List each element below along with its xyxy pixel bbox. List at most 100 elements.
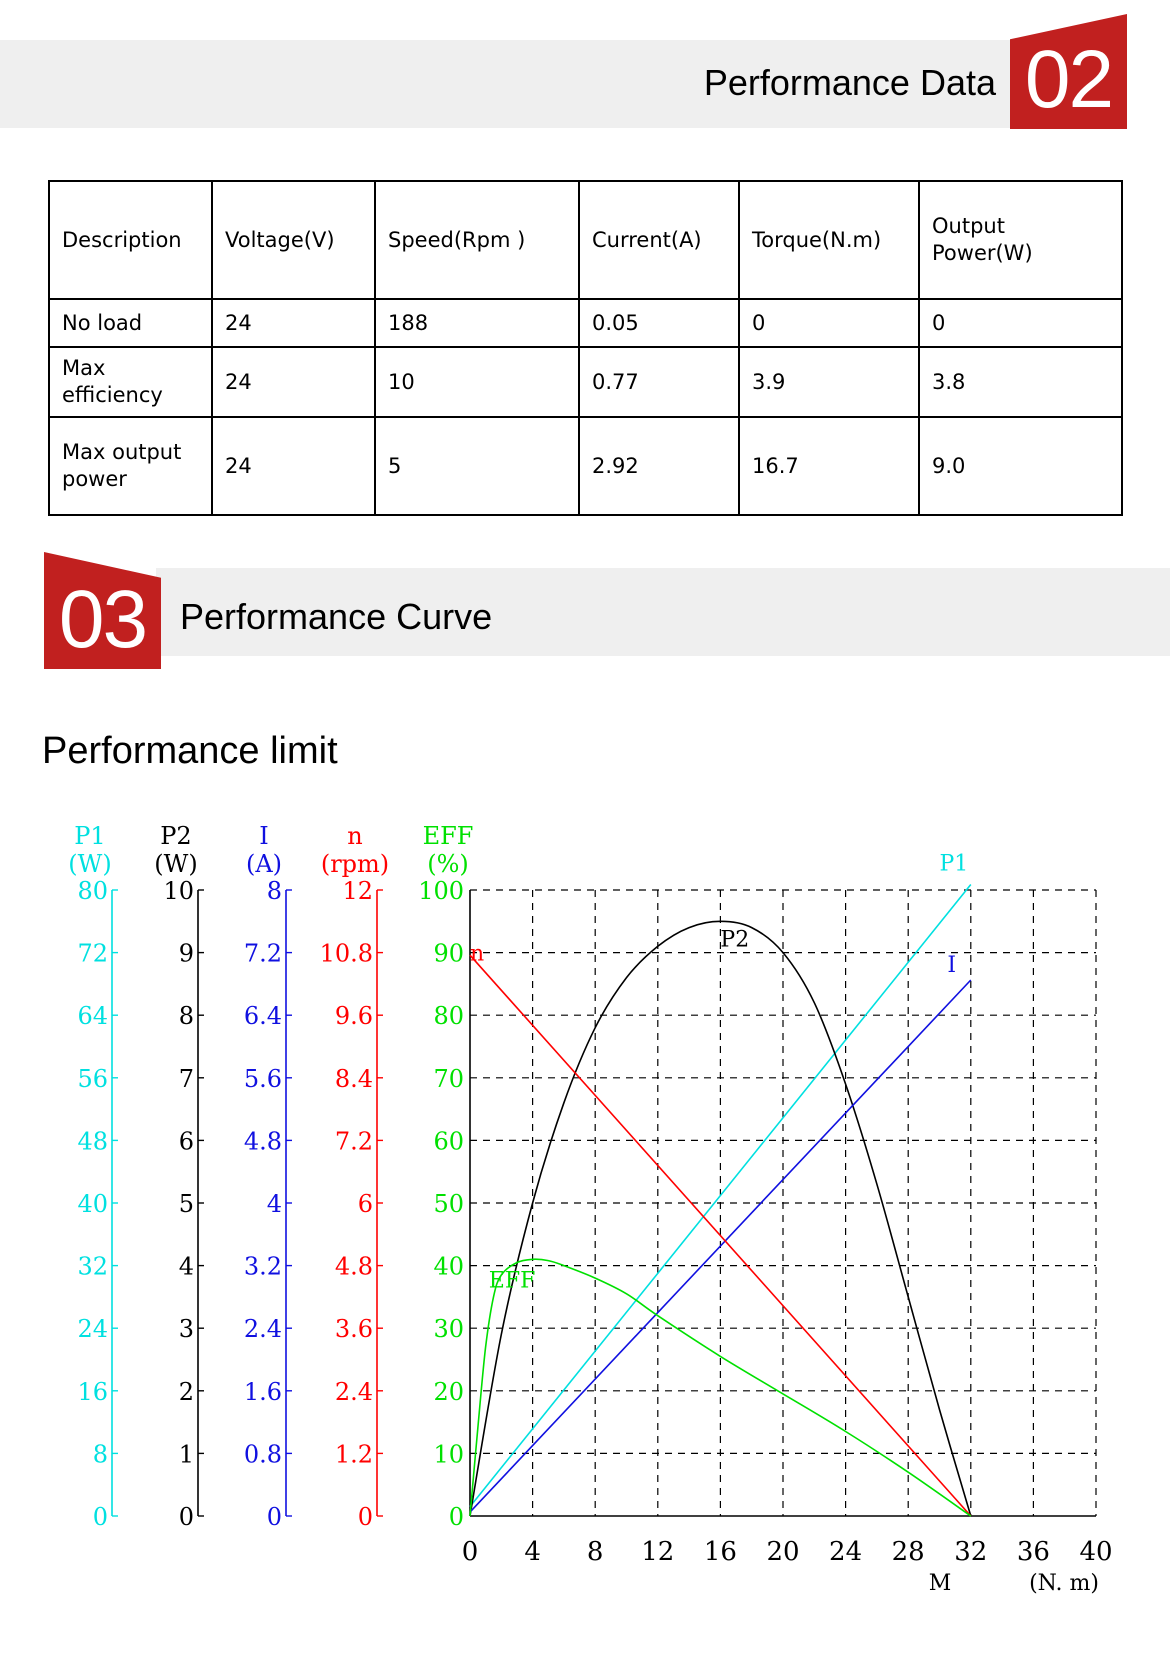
table-cell: 24 [211, 346, 376, 418]
axis-tick-label: 6 [358, 1190, 373, 1218]
x-tick-label: 32 [954, 1537, 987, 1567]
table-header-cell: Voltage(V) [211, 180, 376, 300]
axis-tick-label: 6.4 [244, 1002, 282, 1030]
axis-tick-label: 48 [77, 1127, 108, 1155]
table-row: Max efficiency 24 10 0.77 3.9 3.8 [48, 346, 1123, 418]
table-header-cell: Output Power(W) [918, 180, 1123, 300]
axis-tick-label: 80 [77, 877, 108, 905]
table-cell: 9.0 [918, 416, 1123, 516]
x-tick-label: 16 [704, 1537, 737, 1567]
axis-tick-label: 24 [77, 1315, 108, 1343]
axis-name: P1 [74, 822, 105, 850]
axis-tick-label: 8 [267, 877, 282, 905]
y-axis-p2: 0 1 2 3 4 5 6 7 8 9 10 P2(W) [154, 822, 204, 1531]
series-label-p1: P1 [940, 851, 969, 876]
section-header-band [156, 568, 1170, 656]
chart-x-axis: 0 4 8 12 16 20 24 28 32 36 40 M (N. m) [462, 1537, 1113, 1596]
section-title: Performance Curve [180, 596, 493, 637]
x-tick-label: 8 [587, 1537, 604, 1567]
table-cell: 0 [918, 298, 1123, 348]
series-line-p1 [469, 883, 972, 1508]
axis-tick-label: 9.6 [335, 1002, 373, 1030]
axis-name: n [347, 822, 362, 850]
axis-tick-label: 2.4 [335, 1378, 373, 1406]
x-tick-label: 20 [766, 1537, 799, 1567]
axis-tick-label: 0 [449, 1503, 464, 1531]
table-cell: Max efficiency [48, 346, 213, 418]
axis-unit: (W) [154, 850, 197, 878]
axis-tick-label: 72 [77, 940, 108, 968]
axis-tick-label: 6 [179, 1127, 194, 1155]
y-axis-i: 0 0.8 1.6 2.4 3.2 4 4.8 5.6 6.4 7.2 8 I(A) [244, 822, 292, 1531]
table-cell: 24 [211, 298, 376, 348]
axis-tick-label: 10 [163, 877, 194, 905]
table-row: No load 24 188 0.05 0 0 [48, 298, 1123, 348]
axis-tick-label: 10.8 [320, 940, 373, 968]
x-tick-label: 40 [1079, 1537, 1112, 1567]
axis-tick-label: 8 [179, 1002, 194, 1030]
table-cell: 3.8 [918, 346, 1123, 418]
axis-name: EFF [423, 822, 474, 850]
y-axis-p1: 0 8 16 24 32 40 48 56 64 72 80 P1(W) [68, 822, 118, 1531]
series-label-n: n [470, 941, 484, 966]
axis-tick-label: 5 [179, 1190, 194, 1218]
table-cell: 0.77 [578, 346, 740, 418]
series-line-p2 [469, 920, 972, 1517]
axis-tick-label: 1 [179, 1440, 194, 1468]
axis-tick-label: 3.6 [335, 1315, 373, 1343]
axis-tick-label: 7.2 [335, 1127, 373, 1155]
axis-tick-label: 0 [267, 1503, 282, 1531]
x-tick-label: 0 [462, 1537, 479, 1567]
axis-unit: (A) [246, 850, 282, 878]
axis-tick-label: 8.4 [335, 1065, 373, 1093]
x-axis-unit: (N. m) [1029, 1571, 1099, 1596]
axis-tick-label: 0.8 [244, 1440, 282, 1468]
torque-header-text: Torque(N.m) [752, 227, 882, 252]
table-cell: 24 [211, 416, 376, 516]
axis-unit: (%) [427, 850, 469, 878]
series-label-eff: EFF [489, 1269, 536, 1294]
table-cell: 16.7 [738, 416, 920, 516]
axis-tick-label: 12 [342, 877, 373, 905]
x-tick-label: 28 [892, 1537, 925, 1567]
x-tick-label: 36 [1017, 1537, 1050, 1567]
chart-subtitle: Performance limit [42, 730, 338, 772]
axis-tick-label: 3 [179, 1315, 194, 1343]
x-axis-label: M [929, 1571, 952, 1596]
table-header-cell: Current(A) [578, 180, 740, 300]
axis-tick-label: 1.2 [335, 1440, 373, 1468]
x-tick-label: 24 [829, 1537, 862, 1567]
axis-tick-label: 40 [433, 1253, 464, 1281]
performance-curve-chart: 08162432404856647280P1(W)012345678910P2(… [68, 822, 1113, 1596]
axis-tick-label: 3.2 [244, 1253, 282, 1281]
table-cell: 10 [374, 346, 580, 418]
table-cell: 188 [374, 298, 580, 348]
table-row: Max output power 24 5 2.92 16.7 9.0 [48, 416, 1123, 516]
axis-tick-label: 2.4 [244, 1315, 282, 1343]
section-number-badge: 02 [1010, 14, 1127, 129]
axis-tick-label: 4.8 [335, 1253, 373, 1281]
axis-tick-label: 10 [433, 1440, 464, 1468]
axis-tick-label: 4.8 [244, 1127, 282, 1155]
table-header-cell: Speed(Rpm ) [374, 180, 580, 300]
table-cell: 0.05 [578, 298, 740, 348]
axis-tick-label: 4 [267, 1190, 282, 1218]
axis-unit: (W) [68, 850, 111, 878]
table-cell: 3.9 [738, 346, 920, 418]
chart-grid [469, 889, 1097, 1517]
table-header-row: Description Voltage(V) Speed(Rpm ) Curre… [48, 180, 1123, 300]
series-label-i: I [947, 953, 956, 978]
axis-tick-label: 64 [77, 1002, 108, 1030]
series-line-i [469, 979, 972, 1513]
axis-tick-label: 100 [418, 877, 464, 905]
axis-tick-label: 32 [77, 1253, 108, 1281]
y-axis-eff: 0 10 20 30 40 50 60 70 80 90 100 EFF(%) [418, 822, 473, 1531]
y-axis-n: 0 1.2 2.4 3.6 4.8 6 7.2 8.4 9.6 10.8 12 n(rpm) [320, 822, 390, 1531]
series-label-p2: P2 [720, 927, 749, 952]
performance-data-table: Description Voltage(V) Speed(Rpm ) Curre… [48, 180, 1123, 516]
table-cell: 2.92 [578, 416, 740, 516]
axis-tick-label: 30 [433, 1315, 464, 1343]
axis-tick-label: 50 [433, 1190, 464, 1218]
table-cell: Max output power [48, 416, 213, 516]
axis-tick-label: 7.2 [244, 940, 282, 968]
